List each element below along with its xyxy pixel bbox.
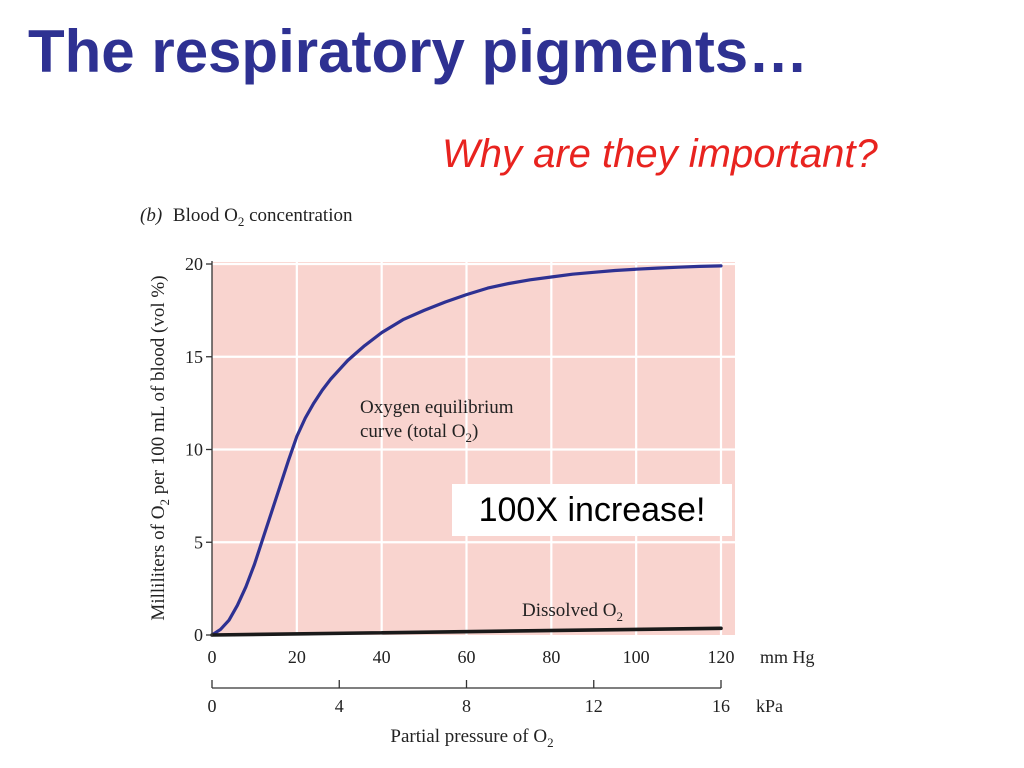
- x-tick-label-20: 20: [288, 647, 306, 667]
- series-label-oxygen-curve: Oxygen equilibrium curve (total O2): [360, 397, 518, 445]
- series-label-oxygen-line2: curve (total O: [360, 421, 466, 442]
- series-label-dissolved: Dissolved O2: [522, 600, 623, 624]
- slide-title: The respiratory pigments…: [28, 18, 809, 85]
- x-unit-label: mm Hg: [760, 647, 815, 667]
- x-axis-label-sub: 2: [547, 735, 554, 750]
- panel-label: (b): [140, 205, 162, 226]
- y-axis-label-main: Milliliters of O: [148, 506, 169, 621]
- x-tick-label-60: 60: [458, 647, 476, 667]
- chart-title-rest: concentration: [244, 205, 353, 226]
- series-line-0: [210, 264, 723, 637]
- y-tick-label-20: 20: [185, 254, 203, 274]
- series-label-oxygen-end: ): [472, 421, 478, 442]
- chart-title: (b) Blood O2 concentration: [140, 205, 353, 229]
- y-tick-label-10: 10: [185, 440, 203, 460]
- series-label-dissolved-main: Dissolved O: [522, 600, 616, 621]
- x-axis-label-main: Partial pressure of O: [390, 726, 547, 747]
- x-tick-label-100: 100: [623, 647, 650, 667]
- y-axis-label-sub: 2: [157, 499, 172, 506]
- x-tick-label-80: 80: [542, 647, 560, 667]
- series-label-oxygen-sub: 2: [466, 430, 473, 445]
- secondary-tick-label-16: 16: [712, 696, 730, 716]
- series-label-oxygen-line1: Oxygen equilibrium: [360, 397, 514, 418]
- x-axis-label: Partial pressure of O2: [390, 726, 553, 750]
- y-axis-label: Milliliters of O2 per 100 mL of blood (v…: [148, 275, 172, 620]
- secondary-unit-label: kPa: [756, 696, 783, 716]
- x-tick-label-120: 120: [708, 647, 735, 667]
- secondary-tick-label-8: 8: [462, 696, 471, 716]
- secondary-tick-label-12: 12: [585, 696, 603, 716]
- series-line-1: [210, 626, 723, 637]
- y-tick-label-5: 5: [194, 532, 203, 552]
- chart-title-sub: 2: [238, 214, 245, 229]
- y-axis-label-rest: per 100 mL of blood (vol %): [148, 275, 169, 499]
- y-tick-label-0: 0: [194, 625, 203, 645]
- slide-subtitle: Why are they important?: [442, 132, 878, 176]
- callout-box: 100X increase!: [452, 484, 732, 536]
- chart-title-main: Blood O: [173, 205, 238, 226]
- y-tick-label-15: 15: [185, 347, 203, 367]
- secondary-tick-label-4: 4: [335, 696, 344, 716]
- series-label-dissolved-sub: 2: [616, 609, 623, 624]
- secondary-tick-label-0: 0: [208, 696, 217, 716]
- x-tick-label-0: 0: [208, 647, 217, 667]
- x-tick-label-40: 40: [373, 647, 391, 667]
